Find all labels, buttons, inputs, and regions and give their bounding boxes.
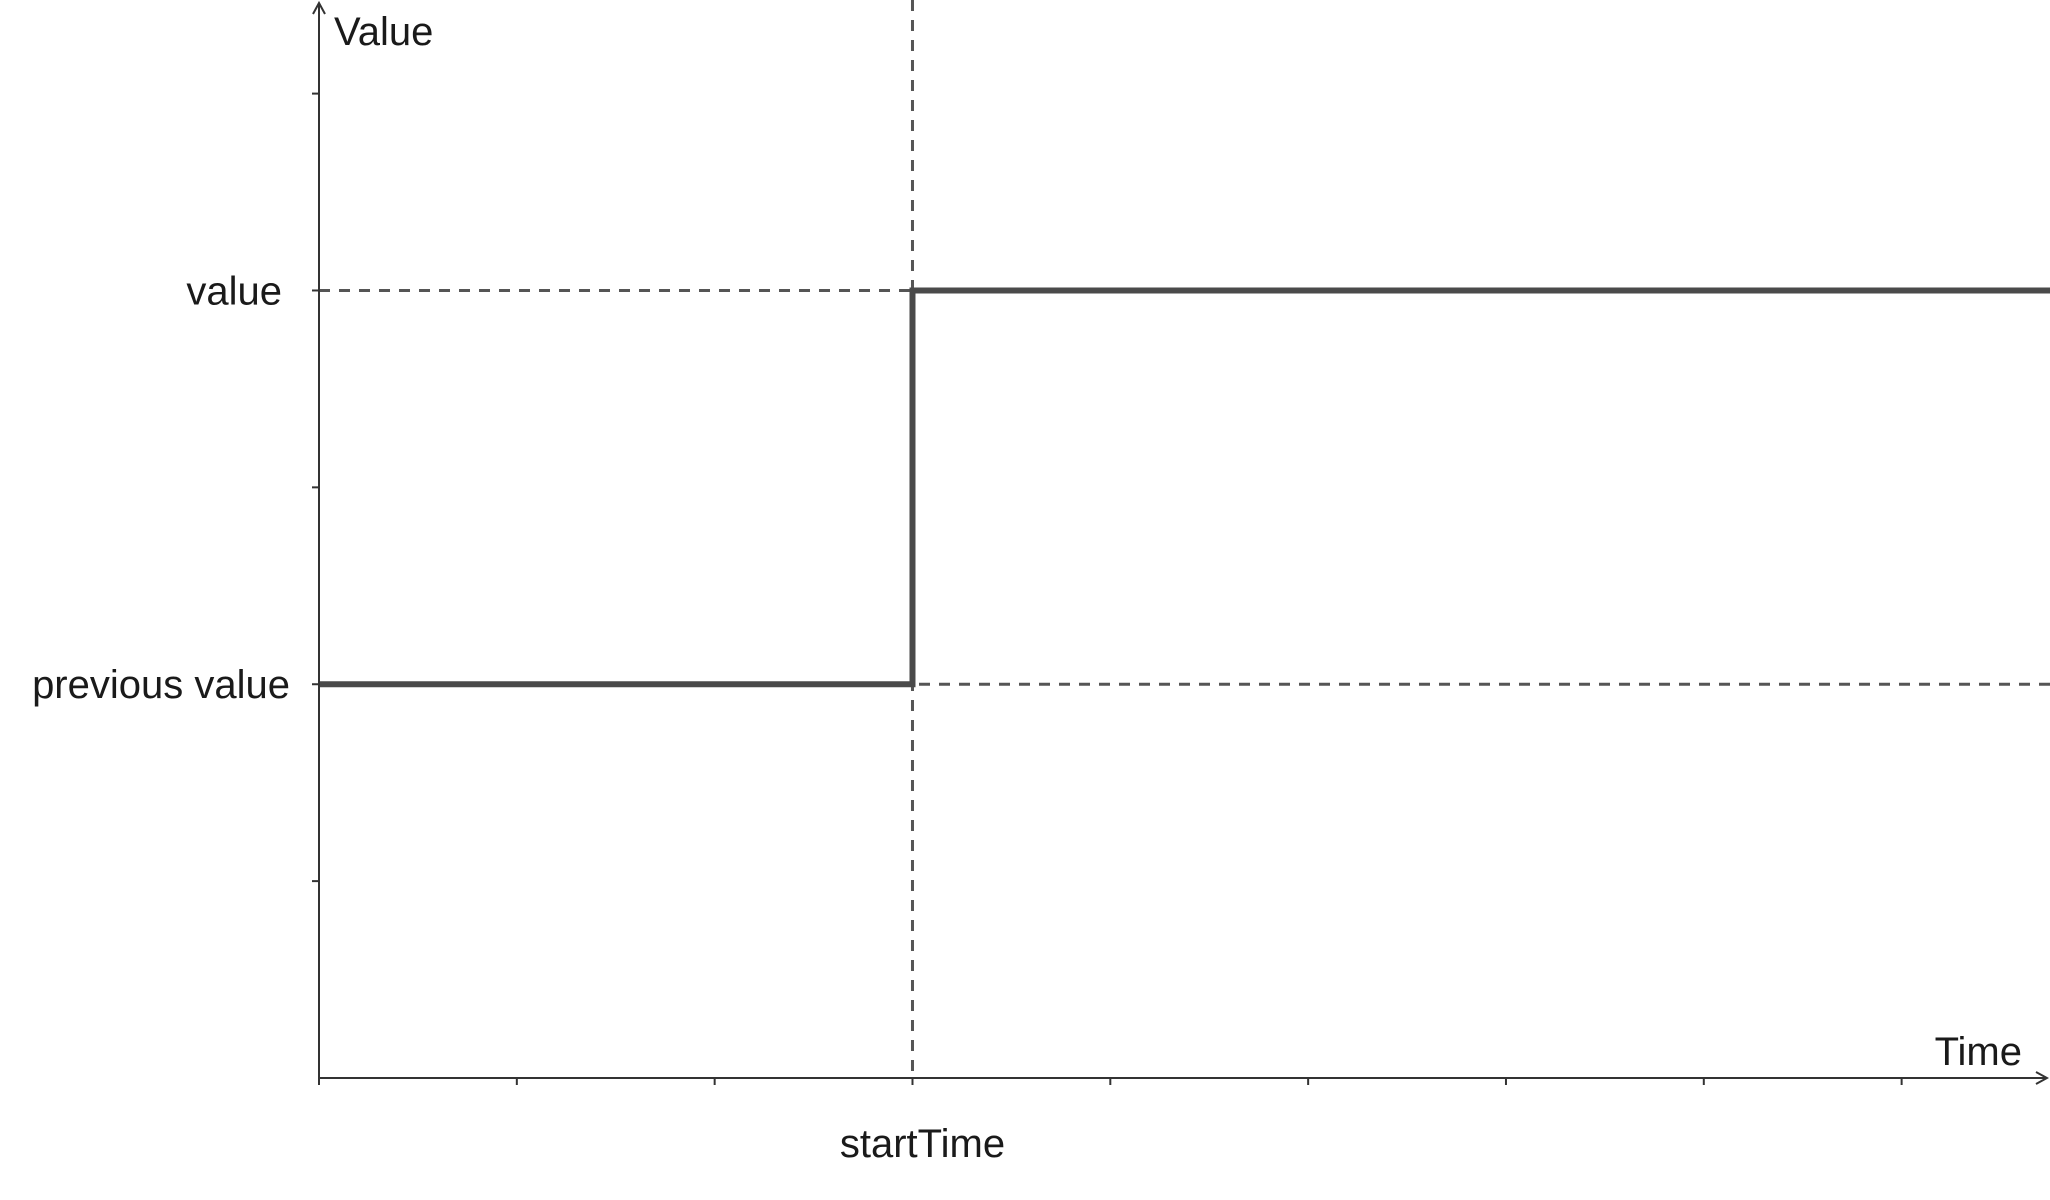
y-axis-arrowhead	[312, 0, 326, 15]
y-axis-title: Value	[334, 10, 433, 54]
labels: Value Time previous value value startTime	[32, 10, 2022, 1166]
reference-lines	[319, 0, 2050, 1078]
axes	[312, 0, 2047, 1078]
x-tick-label: startTime	[840, 1122, 1005, 1166]
y-tick-label: value	[186, 269, 282, 313]
series-layer	[319, 287, 2050, 688]
y-tick-label: previous value	[32, 663, 290, 707]
x-axis-title: Time	[1935, 1030, 2022, 1074]
step-series-line	[319, 287, 2050, 688]
tick-marks	[312, 92, 1903, 1085]
